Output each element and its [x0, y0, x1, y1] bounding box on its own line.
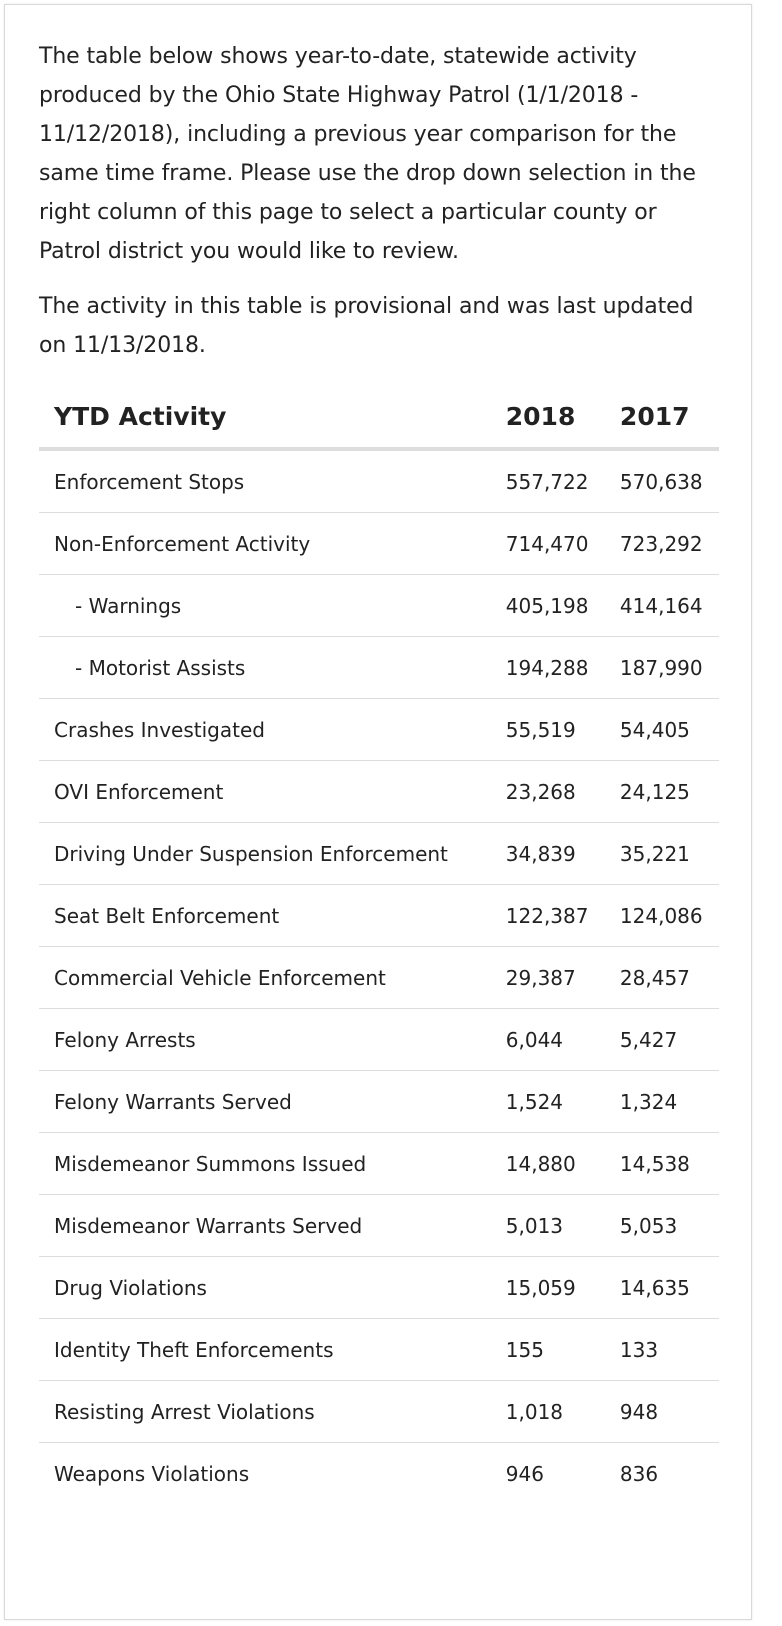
row-value-2017: 133 [619, 1318, 719, 1381]
row-label: - Warnings [39, 574, 506, 637]
row-label: Misdemeanor Warrants Served [39, 1194, 506, 1257]
row-label: Felony Arrests [39, 1008, 506, 1071]
table-row: Driving Under Suspension Enforcement 34,8… [39, 822, 719, 885]
panel-content: The table below shows year-to-date, stat… [39, 37, 719, 1504]
table-row: - Warnings 405,198 414,164 [39, 574, 719, 637]
row-value-2017: 28,457 [619, 946, 719, 1009]
row-label: Weapons Violations [54, 1461, 250, 1486]
row-value-2017: 5,053 [619, 1194, 719, 1257]
table-row: Felony Arrests 6,044 5,427 [39, 1008, 719, 1071]
row-value-2018: 122,387 [505, 884, 620, 947]
activity-panel: The table below shows year-to-date, stat… [4, 4, 752, 1620]
row-value-2018: 194,288 [505, 636, 620, 699]
header-2017: 2017 [619, 385, 719, 451]
header-activity: YTD Activity [39, 385, 506, 451]
row-label: - Motorist Assists [39, 636, 506, 699]
row-value-2017: 14,538 [619, 1132, 719, 1195]
row-label: Crashes Investigated [39, 698, 506, 761]
row-label: Felony Warrants Served [39, 1070, 506, 1133]
row-value-2018: 6,044 [505, 1008, 620, 1071]
table-row: Commercial Vehicle Enforcement 29,387 28,4… [39, 946, 719, 1009]
table-row: Felony Warrants Served 1,524 1,324 [39, 1070, 719, 1133]
row-value-2018: 34,839 [505, 822, 620, 885]
row-value-2018: 557,722 [505, 449, 620, 513]
table-row: Misdemeanor Summons Issued 14,880 14,538 [39, 1132, 719, 1195]
row-label: Driving Under Suspension Enforcement [39, 822, 506, 885]
row-value-2018: 405,198 [505, 574, 620, 637]
row-label: Misdemeanor Summons Issued [39, 1132, 506, 1195]
table-row: Misdemeanor Warrants Served 5,013 5,053 [39, 1194, 719, 1257]
row-value-2017: 5,427 [619, 1008, 719, 1071]
row-label: Enforcement Stops [39, 449, 506, 513]
table-row: Crashes Investigated 55,519 54,405 [39, 698, 719, 761]
row-label: Identity Theft Enforcements [39, 1318, 506, 1381]
ytd-activity-table: YTD Activity 2018 2017 Enforcement Stops… [39, 385, 719, 1504]
row-value-2017: 1,324 [619, 1070, 719, 1133]
row-value-2017: 948 [619, 1380, 719, 1443]
row-value-2018: 714,470 [505, 512, 620, 575]
row-value-2018: 15,059 [505, 1256, 620, 1319]
intro-paragraph: The table below shows year-to-date, stat… [39, 44, 696, 264]
row-value-2018: 1,018 [505, 1380, 620, 1443]
row-value-2017: 54,405 [619, 698, 719, 761]
table-row: Enforcement Stops 557,722 570,638 [39, 449, 719, 513]
row-value-2017: 414,164 [619, 574, 719, 637]
row-label: Non-Enforcement Activity [39, 512, 506, 575]
table-row: Drug Violations 15,059 14,635 [39, 1256, 719, 1319]
row-value-2017: 570,638 [619, 449, 719, 513]
table-row: Weapons Violations 946 836 [39, 1443, 719, 1505]
table-row: Non-Enforcement Activity 714,470 723,292 [39, 512, 719, 575]
row-value-2018: 155 [505, 1318, 620, 1381]
update-note: The activity in this table is provisiona… [39, 294, 694, 358]
row-value-2018: 23,268 [505, 760, 620, 823]
row-label: Resisting Arrest Violations [39, 1380, 506, 1443]
row-value-2017: 124,086 [619, 884, 719, 947]
row-label: Drug Violations [39, 1256, 506, 1319]
row-value-2017: 35,221 [619, 822, 719, 885]
row-value-2018: 14,880 [505, 1132, 620, 1195]
table-header-row: YTD Activity 2018 2017 [39, 385, 719, 451]
row-value-2017: 14,635 [619, 1256, 719, 1319]
table-body: Enforcement Stops 557,722 570,638 Non-Enfor… [39, 449, 719, 1504]
table-row: Resisting Arrest Violations 1,018 948 [39, 1380, 719, 1443]
header-2018: 2018 [505, 385, 620, 451]
table-row: - Motorist Assists 194,288 187,990 [39, 636, 719, 699]
row-value-2018: 5,013 [505, 1194, 620, 1257]
row-value-2018: 29,387 [505, 946, 620, 1009]
row-label: OVI Enforcement [39, 760, 506, 823]
row-label: Seat Belt Enforcement [39, 884, 506, 947]
row-value-2018: 55,519 [505, 698, 620, 761]
row-value-2017: 723,292 [619, 512, 719, 575]
row-label: Commercial Vehicle Enforcement [39, 946, 506, 1009]
row-value-2017: 187,990 [619, 636, 719, 699]
row-value-2018: 946 [505, 1461, 544, 1486]
row-value-2017: 24,125 [619, 760, 719, 823]
row-value-2017: 836 [619, 1461, 659, 1486]
table-row: Identity Theft Enforcements 155 133 [39, 1318, 719, 1381]
row-value-2018: 1,524 [505, 1070, 620, 1133]
table-row: Seat Belt Enforcement 122,387 124,086 [39, 884, 719, 947]
table-row: OVI Enforcement 23,268 24,125 [39, 760, 719, 823]
